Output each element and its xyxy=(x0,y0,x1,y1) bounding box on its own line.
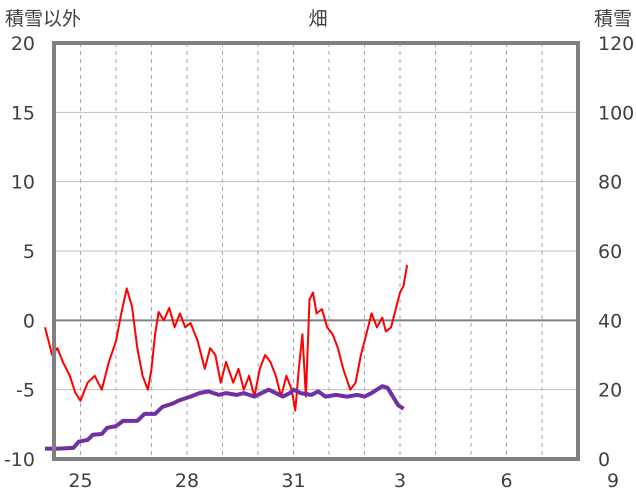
x-tick-label: 6 xyxy=(500,470,512,492)
y-left-axis-label: 積雪以外 xyxy=(5,8,81,30)
right-axis-tick-labels: 0 20 40 60 80 100 120 xyxy=(598,33,634,471)
left-tick-label: 0 xyxy=(23,310,35,332)
horizontal-gridlines xyxy=(54,111,578,391)
left-tick-label: 15 xyxy=(11,102,35,124)
left-tick-label: -5 xyxy=(16,380,35,402)
right-tick-label: 40 xyxy=(598,310,622,332)
right-tick-label: 20 xyxy=(598,380,622,402)
x-axis-tick-labels: 25283136912151821 xyxy=(68,470,619,492)
left-axis-tick-labels: -10 -5 0 5 10 15 20 xyxy=(4,33,35,471)
right-tick-label: 120 xyxy=(598,33,634,55)
left-tick-label: -10 xyxy=(4,449,35,471)
right-tick-label: 80 xyxy=(598,172,622,194)
x-tick-label: 31 xyxy=(281,470,305,492)
x-tick-label: 3 xyxy=(394,470,406,492)
x-tick-label: 25 xyxy=(68,470,92,492)
right-tick-label: 0 xyxy=(598,449,610,471)
right-tick-label: 100 xyxy=(598,102,634,124)
x-tick-label: 28 xyxy=(175,470,199,492)
x-tick-label: 9 xyxy=(607,470,619,492)
left-tick-label: 10 xyxy=(11,172,35,194)
y-right-axis-label: 積雪 xyxy=(594,8,632,30)
chart-title: 畑 xyxy=(308,8,327,30)
snow-depth-line-0 xyxy=(45,384,405,451)
plot-frame xyxy=(52,41,580,461)
series-lines xyxy=(44,264,409,451)
left-tick-label: 20 xyxy=(11,33,35,55)
other-line-0 xyxy=(44,264,409,412)
right-tick-label: 60 xyxy=(598,241,622,263)
left-tick-label: 5 xyxy=(23,241,35,263)
